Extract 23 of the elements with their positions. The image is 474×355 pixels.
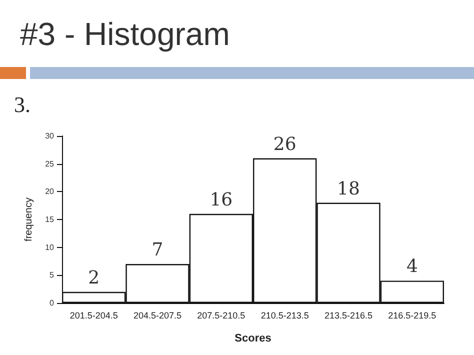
- x-tick-label: 204.5-207.5: [133, 310, 182, 320]
- y-axis-title: frequency: [24, 198, 35, 242]
- data-label: 26: [273, 134, 296, 155]
- y-tick-label: 15: [45, 215, 55, 224]
- chart-title: #3 - Histogram: [20, 16, 230, 53]
- data-label: 7: [152, 240, 164, 261]
- x-axis-title: Scores: [234, 332, 272, 344]
- y-tick-label: 20: [45, 187, 55, 196]
- x-tick-label: 201.5-204.5: [70, 310, 118, 320]
- x-tick-label: 216.5-219.5: [388, 310, 436, 320]
- y-tick-label: 10: [45, 242, 55, 252]
- x-tick-label: 210.5-213.5: [260, 310, 309, 320]
- data-label: 2: [88, 267, 100, 288]
- y-tick-label: 25: [45, 159, 55, 168]
- y-tick-label: 5: [50, 270, 55, 280]
- y-tick-label: 0: [50, 298, 55, 308]
- data-label: 18: [337, 178, 360, 200]
- x-tick-label: 213.5-216.5: [324, 310, 373, 320]
- data-label: 16: [210, 189, 233, 210]
- y-tick-label: 30: [45, 132, 55, 140]
- text: 3.: [14, 92, 30, 118]
- data-label: 4: [406, 256, 418, 278]
- x-tick-label: 207.5-210.5: [197, 310, 246, 320]
